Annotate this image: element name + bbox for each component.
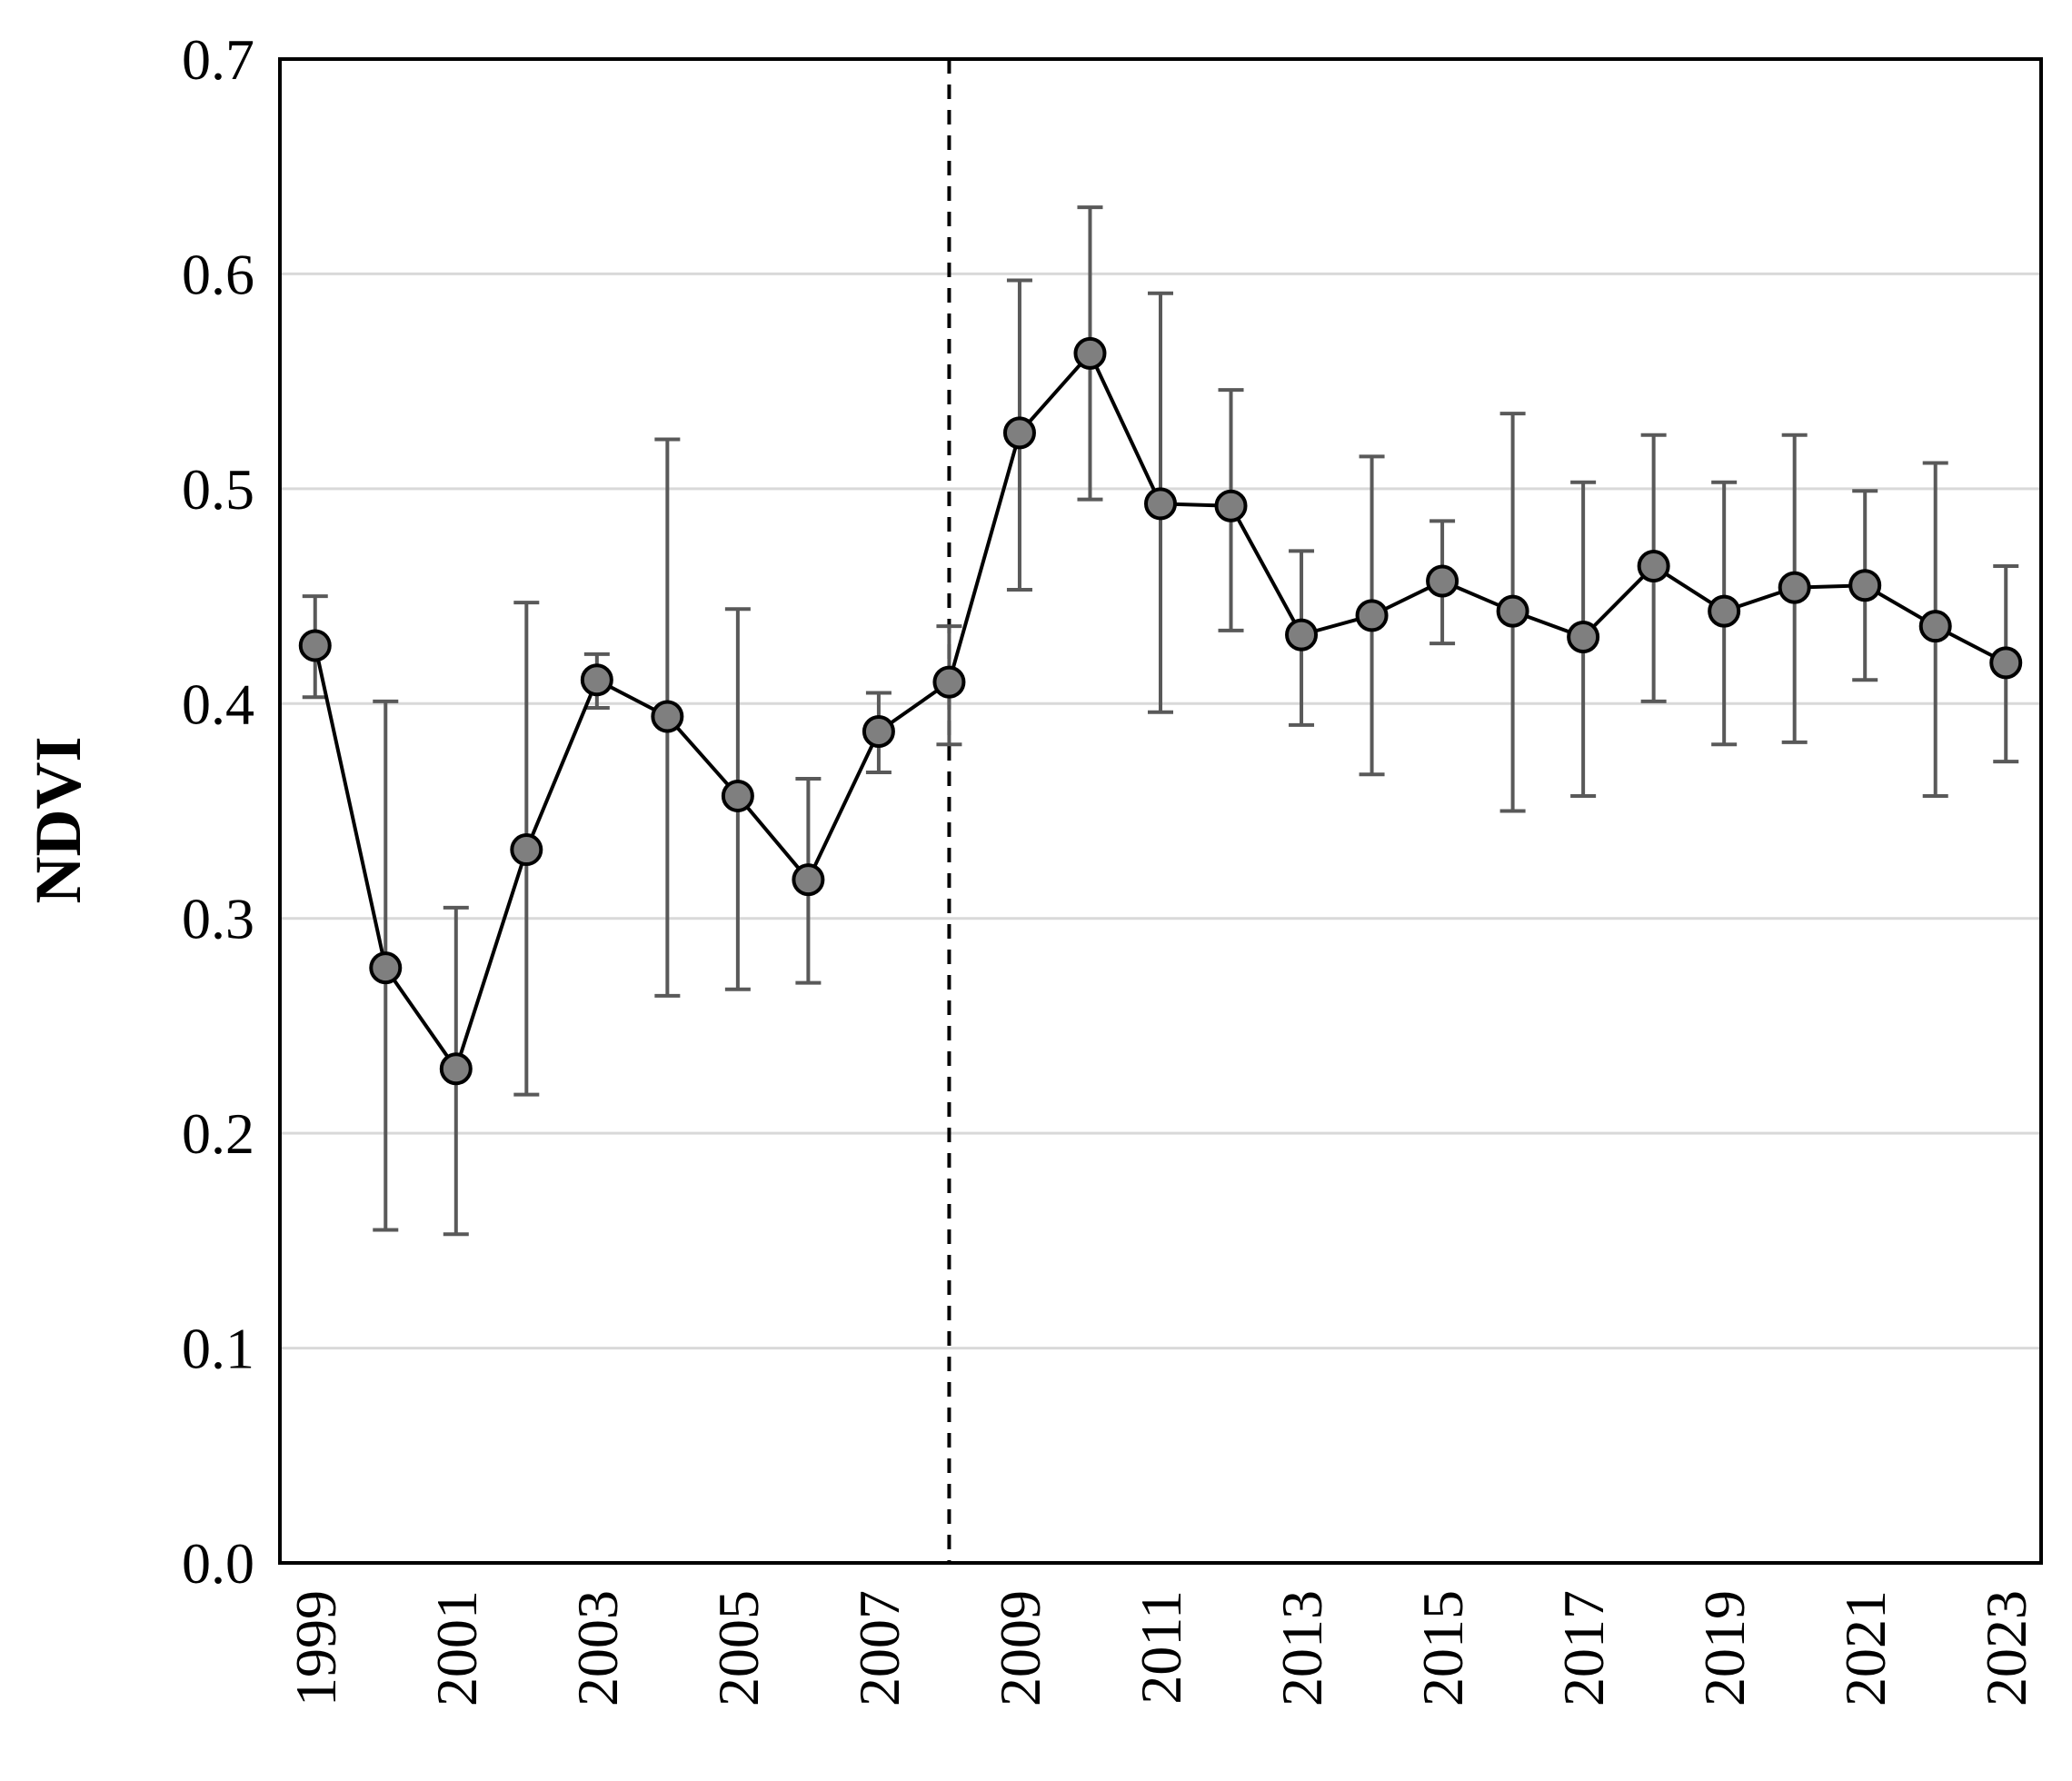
x-tick-label: 2005 [706, 1590, 771, 1706]
y-tick-label: 0.1 [182, 1317, 254, 1381]
data-point [651, 700, 684, 733]
x-tick-labels: 1999 2001 2003 2005 2007 2009 2011 2013 2015 2017… [284, 1590, 2038, 1706]
data-point [1848, 569, 1882, 602]
data-point [1637, 549, 1670, 582]
plot-frame [278, 57, 2043, 1565]
data-point [298, 629, 332, 662]
y-tick-label: 0.2 [182, 1101, 254, 1166]
data-point [1073, 336, 1107, 370]
x-tick-label: 2001 [424, 1590, 489, 1706]
data-point [862, 715, 895, 749]
data-point [1426, 564, 1459, 598]
error-bars [302, 205, 2019, 1237]
x-tick-label: 2007 [847, 1590, 911, 1706]
data-point [721, 779, 754, 812]
data-point [1567, 620, 1600, 653]
x-tick-label: 2013 [1270, 1590, 1334, 1706]
y-axis-label: NDVI [22, 736, 95, 903]
data-point [1285, 618, 1319, 652]
y-tick-label: 0.3 [182, 887, 254, 951]
data-point [580, 663, 613, 697]
x-tick-label: 1999 [284, 1590, 348, 1706]
x-tick-label: 2011 [1129, 1590, 1193, 1705]
data-point [1002, 416, 1036, 450]
data-point [1708, 594, 1741, 628]
x-tick-label: 2009 [988, 1590, 1052, 1706]
y-tick-labels: 0.0 0.1 0.2 0.3 0.4 0.5 0.6 0.7 [182, 27, 254, 1596]
data-point [1496, 594, 1529, 628]
y-tick-label: 0.7 [182, 27, 254, 92]
x-tick-label: 2003 [565, 1590, 630, 1706]
x-tick-label: 2015 [1410, 1590, 1475, 1706]
data-point [510, 833, 543, 867]
data-points [298, 336, 2023, 1086]
x-tick-label: 2017 [1551, 1590, 1616, 1706]
data-point [369, 951, 403, 985]
data-point [932, 665, 966, 699]
x-tick-label: 2021 [1833, 1590, 1898, 1706]
data-point [439, 1052, 473, 1086]
data-point [1918, 610, 1952, 643]
x-tick-label: 2019 [1692, 1590, 1757, 1706]
data-point [1355, 599, 1389, 632]
y-tick-label: 0.5 [182, 457, 254, 522]
data-point [1214, 489, 1248, 522]
y-tick-label: 0.4 [182, 672, 254, 736]
y-tick-label: 0.0 [182, 1531, 254, 1596]
data-point [1778, 571, 1811, 604]
x-tick-label: 2023 [1974, 1590, 2038, 1706]
data-point [792, 863, 825, 897]
y-tick-label: 0.6 [182, 242, 254, 306]
data-point [1989, 646, 2023, 680]
data-point [1144, 487, 1177, 521]
